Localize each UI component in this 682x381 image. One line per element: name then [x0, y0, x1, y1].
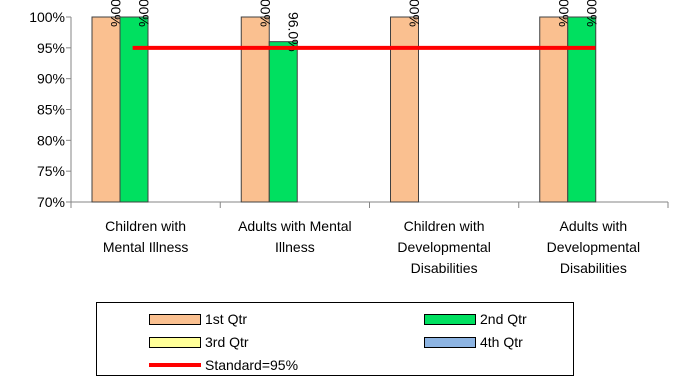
- x-category-label: Children with Developmental Disabilities: [397, 218, 490, 276]
- data-label: 96.0%: [285, 12, 301, 52]
- x-category-label: Children with Mental Illness: [103, 218, 189, 255]
- legend-label-1st-qtr: 1st Qtr: [205, 311, 247, 327]
- y-tick-label: 90%: [37, 71, 65, 87]
- bar: [391, 17, 419, 202]
- legend-swatch-4th-qtr: [424, 337, 476, 348]
- y-tick-label: 75%: [37, 163, 65, 179]
- legend-item-1st-qtr: 1st Qtr: [149, 310, 247, 328]
- bar: [241, 17, 269, 202]
- x-category-label: Adults with Mental Illness: [238, 218, 352, 255]
- bar-chart: 100% 95% 90% 85% 80% 75% 70% 100% 100% Children w…: [0, 0, 682, 300]
- legend-label-3rd-qtr: 3rd Qtr: [205, 334, 249, 350]
- legend-label-4th-qtr: 4th Qtr: [480, 334, 523, 350]
- bar: [120, 17, 148, 202]
- y-tick-label: 70%: [37, 194, 65, 210]
- legend-label-2nd-qtr: 2nd Qtr: [480, 311, 527, 327]
- legend-item-4th-qtr: 4th Qtr: [424, 333, 523, 351]
- legend-swatch-1st-qtr: [149, 314, 201, 325]
- y-tick-label: 100%: [29, 9, 65, 25]
- x-category-label: Adults with Developmental Disabilities: [547, 218, 640, 276]
- bar: [568, 17, 596, 202]
- y-tick-label: 95%: [37, 40, 65, 56]
- legend-item-standard: Standard=95%: [149, 356, 298, 374]
- data-label: 100%: [257, 0, 273, 27]
- legend-swatch-3rd-qtr: [149, 337, 201, 348]
- legend-item-3rd-qtr: 3rd Qtr: [149, 333, 249, 351]
- bar: [269, 42, 297, 202]
- y-tick-label: 80%: [37, 132, 65, 148]
- bar: [92, 17, 120, 202]
- legend-line-standard: [149, 363, 201, 367]
- y-tick-label: 85%: [37, 102, 65, 118]
- data-label: 100%: [407, 0, 423, 27]
- data-label: 100%: [584, 0, 600, 27]
- data-label: 100%: [136, 0, 152, 27]
- legend-label-standard: Standard=95%: [205, 357, 298, 373]
- legend-item-2nd-qtr: 2nd Qtr: [424, 310, 527, 328]
- legend-swatch-2nd-qtr: [424, 314, 476, 325]
- bar: [540, 17, 568, 202]
- legend: 1st Qtr 2nd Qtr 3rd Qtr 4th Qtr Standard…: [96, 302, 574, 376]
